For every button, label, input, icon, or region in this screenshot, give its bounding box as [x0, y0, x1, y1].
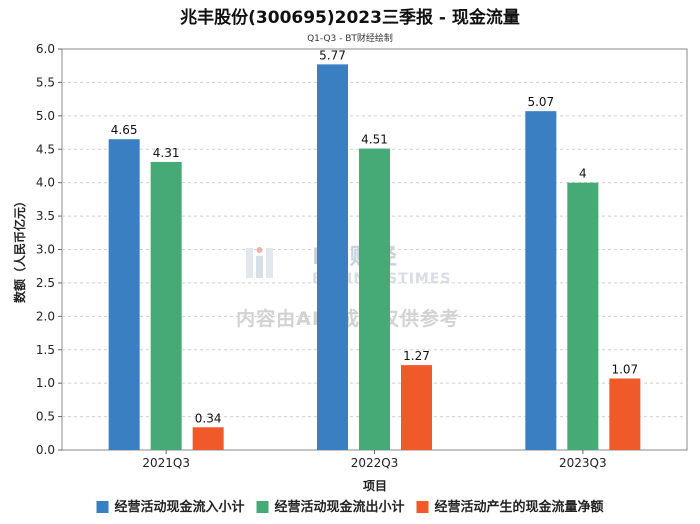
- y-tick-label: 1.5: [36, 343, 55, 357]
- x-axis-title: 项目: [363, 479, 387, 493]
- bar-value-label: 0.34: [195, 411, 222, 425]
- bar-value-label: 4.51: [361, 133, 388, 147]
- legend-swatch: [416, 501, 429, 513]
- x-tick-label: 2022Q3: [351, 456, 399, 470]
- y-tick-label: 3.0: [36, 243, 55, 257]
- bar-value-label: 4.65: [111, 123, 138, 137]
- chart-subtitle: Q1-Q3 - BT财经绘制: [307, 32, 393, 44]
- y-axis-title: 数额（人民币亿元）: [12, 195, 27, 303]
- bar: [401, 365, 432, 450]
- bar: [192, 427, 224, 450]
- y-tick-label: 0.5: [36, 410, 55, 424]
- legend: 经营活动现金流入小计 经营活动现金流出小计 经营活动产生的现金流量净额: [96, 499, 604, 515]
- bar: [525, 111, 557, 450]
- y-axis: 0.0 0.5 1.0 1.5 2.0 2.5 3.0 3.5 4.0 4.5 5.0 5.5 6.0: [36, 42, 62, 457]
- y-tick-label: 4.0: [36, 176, 55, 190]
- y-tick-label: 3.5: [36, 209, 55, 223]
- data-labels: 4.65 4.31 0.34 5.77 4.51 1.27 5.07 4 1.07: [111, 48, 638, 425]
- chart-title: 兆丰股份(300695)2023三季报 - 现金流量: [180, 7, 520, 28]
- bar: [150, 161, 182, 450]
- legend-swatch: [256, 501, 269, 513]
- bars: [108, 64, 641, 450]
- watermark-logo-icon: [246, 247, 273, 278]
- bar: [317, 64, 348, 450]
- x-tick-label: 2023Q3: [559, 456, 607, 470]
- y-tick-label: 2.5: [36, 276, 55, 290]
- bar-value-label: 5.07: [527, 95, 554, 109]
- x-axis: 2021Q3 2022Q3 2023Q3: [142, 450, 607, 470]
- bar-value-label: 4: [579, 167, 587, 181]
- y-tick-label: 1.0: [36, 376, 55, 390]
- y-tick-label: 6.0: [36, 42, 55, 56]
- bar-value-label: 1.07: [611, 362, 638, 376]
- legend-label: 经营活动现金流出小计: [274, 499, 404, 515]
- bar: [108, 139, 140, 450]
- y-tick-label: 2.0: [36, 309, 55, 323]
- x-tick-label: 2021Q3: [142, 456, 190, 470]
- y-tick-label: 5.5: [36, 75, 55, 89]
- bar: [359, 148, 390, 450]
- bar: [609, 378, 641, 450]
- legend-swatch: [96, 501, 109, 513]
- bar-value-label: 4.31: [153, 146, 180, 160]
- bar-value-label: 5.77: [319, 48, 346, 62]
- y-tick-label: 0.0: [36, 443, 55, 457]
- bar-value-label: 1.27: [403, 349, 430, 363]
- y-tick-label: 5.0: [36, 109, 55, 123]
- y-tick-label: 4.5: [36, 142, 55, 156]
- bar: [567, 182, 599, 450]
- legend-label: 经营活动现金流入小计: [114, 499, 244, 515]
- legend-label: 经营活动产生的现金流量净额: [435, 499, 604, 515]
